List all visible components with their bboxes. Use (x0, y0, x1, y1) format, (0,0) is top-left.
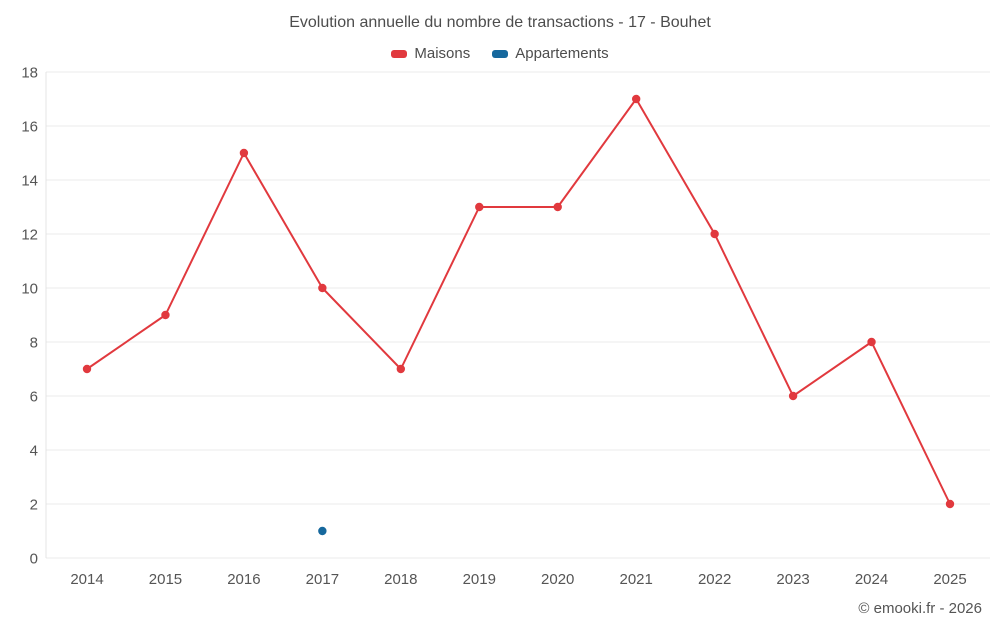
maisons-data-point[interactable] (945, 499, 955, 509)
y-tick-label: 2 (30, 496, 38, 513)
appartements-data-point[interactable] (318, 526, 327, 536)
maisons-data-point[interactable] (318, 283, 327, 293)
legend-label-appartements: Appartements (515, 45, 609, 62)
y-tick-label: 8 (30, 334, 38, 351)
maisons-data-point[interactable] (710, 229, 719, 239)
x-tick-label: 2018 (384, 571, 417, 588)
y-tick-label: 18 (21, 64, 38, 81)
maisons-data-point[interactable] (239, 148, 249, 158)
y-tick-label: 4 (30, 442, 38, 459)
maisons-data-point[interactable] (475, 202, 484, 212)
x-tick-label: 2015 (149, 571, 182, 588)
maisons-data-point[interactable] (788, 391, 798, 401)
y-tick-label: 14 (21, 172, 38, 189)
maisons-data-point[interactable] (553, 202, 562, 212)
legend-item-maisons[interactable]: Maisons (391, 45, 470, 62)
y-tick-label: 0 (30, 550, 38, 567)
chart-legend: Maisons Appartements (0, 45, 1000, 62)
x-tick-label: 2022 (698, 571, 731, 588)
y-tick-label: 12 (21, 226, 38, 243)
x-tick-label: 2014 (70, 571, 103, 588)
x-tick-label: 2025 (933, 571, 966, 588)
maisons-data-point[interactable] (396, 364, 406, 374)
maisons-data-point[interactable] (82, 364, 92, 374)
plot-area: 0 2 4 6 8 10 12 14 16 18 2014 2015 2016 2017 2018 2019 2… (21, 64, 990, 588)
copyright-text: © emooki.fr - 2026 (858, 600, 982, 617)
y-tick-label: 6 (30, 388, 38, 405)
chart-title: Evolution annuelle du nombre de transact… (289, 14, 711, 31)
x-tick-label: 2019 (463, 571, 496, 588)
maisons-data-point[interactable] (867, 337, 876, 347)
x-tick-label: 2023 (776, 571, 809, 588)
maisons-line (86, 98, 951, 505)
x-tick-label: 2021 (619, 571, 652, 588)
x-tick-label: 2024 (855, 571, 888, 588)
maisons-data-point[interactable] (631, 94, 641, 104)
y-tick-label: 16 (21, 118, 38, 135)
x-tick-label: 2016 (227, 571, 260, 588)
x-tick-label: 2017 (306, 571, 339, 588)
appartements-swatch-icon (492, 49, 509, 58)
x-tick-label: 2020 (541, 571, 574, 588)
y-tick-label: 10 (21, 280, 38, 297)
maisons-swatch-icon (391, 49, 408, 58)
maisons-data-point[interactable] (161, 310, 170, 320)
legend-label-maisons: Maisons (414, 45, 471, 62)
legend-item-appartements[interactable]: Appartements (492, 45, 609, 62)
